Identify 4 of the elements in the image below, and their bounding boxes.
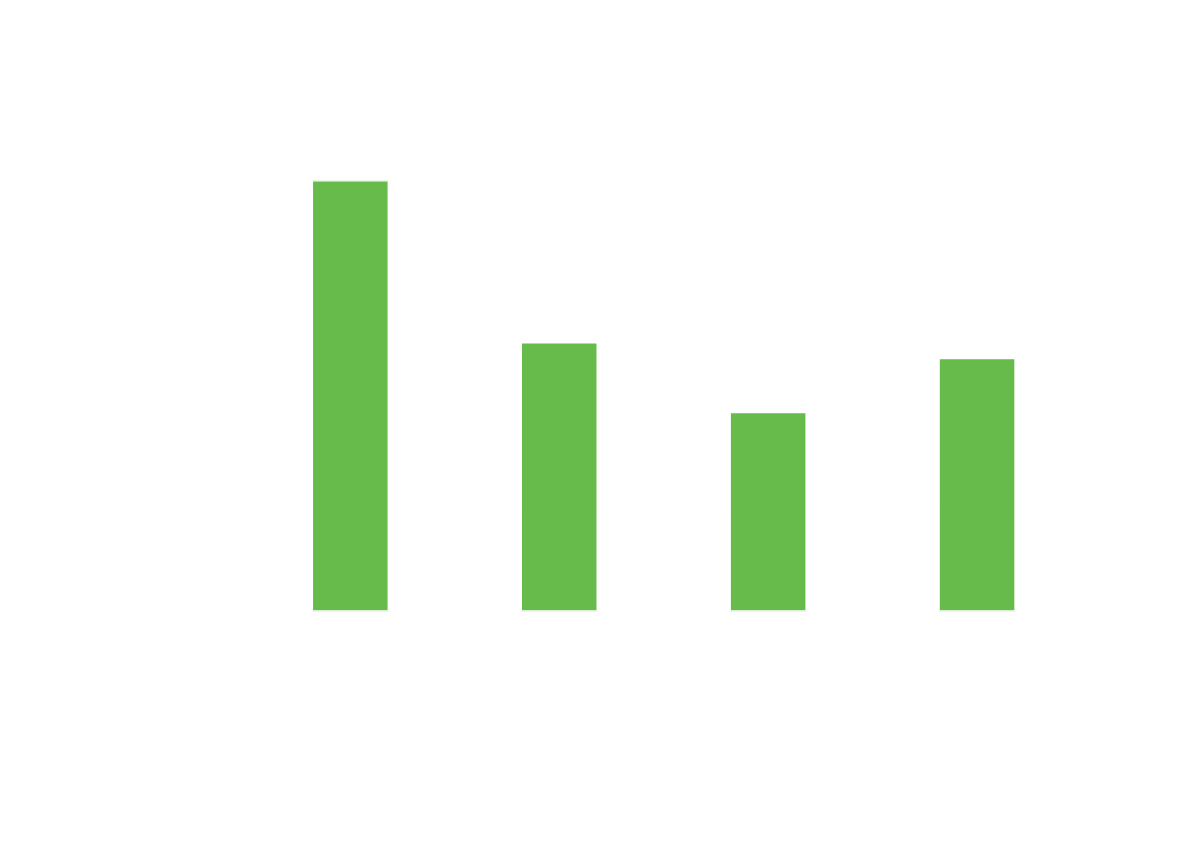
- bar: [937, 356, 1018, 612]
- bar: [728, 410, 809, 612]
- bar: [310, 180, 391, 612]
- bar: [519, 340, 600, 612]
